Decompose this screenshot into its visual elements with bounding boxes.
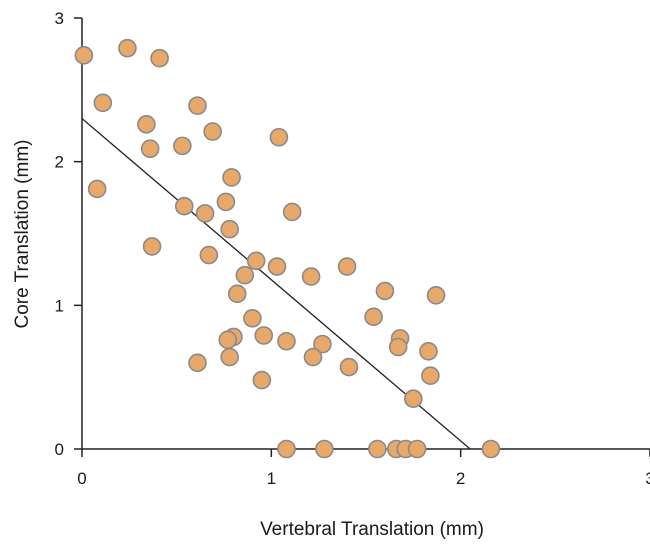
data-point: [93, 93, 113, 113]
data-point: [195, 204, 215, 223]
data-point: [220, 219, 239, 239]
data-point: [199, 245, 219, 265]
data-point: [188, 353, 207, 373]
x-tick-label: 1: [267, 469, 276, 488]
data-point: [375, 281, 395, 301]
x-tick-label: 0: [77, 469, 86, 488]
data-point: [216, 192, 236, 212]
data-point: [150, 48, 169, 68]
data-point: [364, 307, 383, 327]
data-point: [407, 439, 427, 459]
data-point: [419, 342, 438, 361]
data-point: [74, 46, 94, 65]
data-point: [252, 370, 272, 390]
data-point: [368, 439, 387, 459]
data-point: [218, 330, 238, 350]
data-point: [188, 96, 207, 115]
data-point: [140, 139, 160, 159]
y-axis-title: Core Translation (mm): [12, 140, 33, 329]
data-point: [339, 357, 359, 377]
data-point: [303, 347, 323, 367]
data-point: [254, 326, 274, 345]
data-point: [220, 347, 239, 367]
data-point: [137, 115, 156, 134]
data-point: [203, 122, 222, 141]
y-tick-label: 2: [55, 153, 64, 172]
data-point: [227, 284, 247, 304]
data-point: [282, 202, 302, 222]
data-point: [118, 38, 137, 58]
data-point: [269, 127, 289, 147]
y-tick-label: 1: [55, 296, 64, 315]
data-point: [277, 439, 296, 459]
y-tick-label: 0: [55, 440, 64, 459]
data-point: [222, 168, 241, 187]
x-tick-label: 3: [645, 469, 650, 488]
data-point: [404, 389, 423, 409]
data-point: [243, 308, 262, 328]
data-point: [313, 334, 332, 354]
data-point: [142, 237, 162, 256]
x-tick-label: 2: [456, 469, 465, 488]
data-point: [246, 251, 266, 271]
data-point: [337, 257, 357, 276]
y-tick-label: 3: [55, 9, 64, 28]
data-point: [267, 257, 287, 276]
data-point: [301, 267, 321, 286]
data-point: [277, 331, 296, 351]
data-point: [173, 136, 192, 156]
x-axis-title: Vertebral Translation (mm): [260, 519, 484, 540]
data-point: [421, 366, 440, 386]
data-point: [235, 265, 255, 285]
data-point: [426, 285, 446, 305]
data-point: [388, 337, 408, 357]
data-point: [315, 439, 334, 459]
axis-ticks: 0 1 2 3 0 1 2 3: [55, 9, 650, 488]
data-points: [74, 38, 501, 459]
data-point: [87, 179, 107, 199]
data-point: [174, 196, 194, 216]
axes: [81, 18, 650, 450]
data-point: [481, 439, 501, 459]
